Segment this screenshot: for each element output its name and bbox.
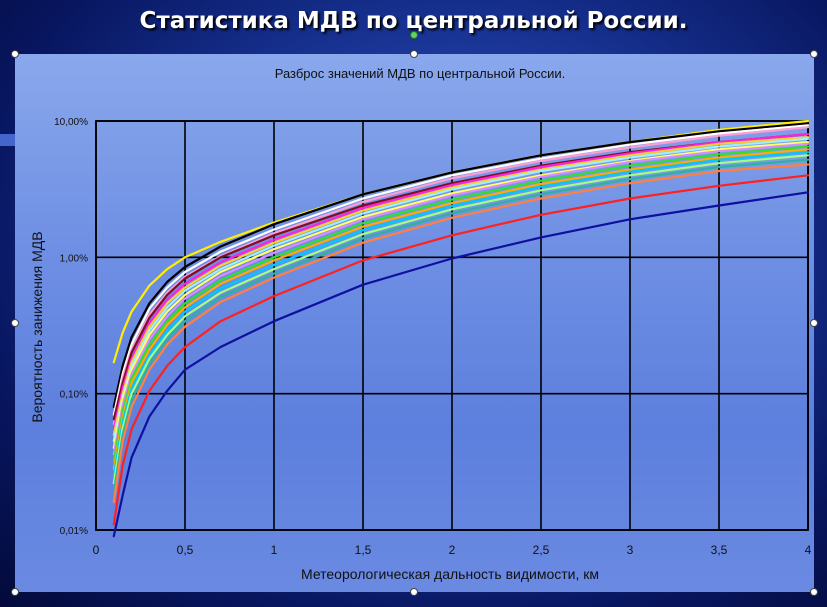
x-axis-label: Метеорологическая дальность видимости, к…: [301, 566, 599, 582]
series-layer: [112, 119, 810, 538]
chart-svg: Разброс значений МДВ по центральной Росс…: [29, 66, 812, 582]
chart-frame[interactable]: Разброс значений МДВ по центральной Росс…: [15, 54, 814, 592]
series-line-6: [112, 133, 810, 431]
series-line-13: [112, 151, 810, 477]
y-tick-label: 0,10%: [60, 390, 88, 401]
series-line-18: [112, 191, 810, 538]
chart-title: Разброс значений МДВ по центральной Росс…: [275, 66, 566, 81]
x-tick-label: 1: [271, 543, 278, 557]
series-line-14: [112, 154, 810, 485]
series-line-2: [112, 122, 810, 408]
selection-handle-top-right[interactable]: [810, 50, 818, 58]
x-tick-label: 0: [93, 543, 100, 557]
series-line-7: [112, 136, 810, 436]
x-tick-label: 3: [627, 543, 634, 557]
x-tick-label: 1,5: [355, 543, 372, 557]
x-tick-label: 0,5: [177, 543, 194, 557]
selection-handle-bottom-center[interactable]: [410, 588, 418, 596]
selection-handle-bottom-left[interactable]: [11, 588, 19, 596]
y-axis-label: Вероятность занижения МДВ: [29, 231, 45, 422]
x-tick-label: 2: [449, 543, 456, 557]
x-tick-label: 3,5: [711, 543, 728, 557]
series-line-8: [112, 137, 810, 442]
series-line-16: [112, 163, 810, 504]
series-line-9: [112, 140, 810, 449]
selection-handle-top-left[interactable]: [11, 50, 19, 58]
plot-frame: [95, 120, 809, 531]
y-tick-label: 10,00%: [54, 117, 88, 128]
y-tick-label: 1,00%: [60, 253, 88, 264]
selection-handle-middle-left[interactable]: [11, 319, 19, 327]
series-line-5: [112, 133, 810, 421]
series-line-3: [112, 124, 810, 416]
y-tick-label: 0,01%: [60, 526, 88, 537]
series-line-11: [112, 145, 810, 463]
series-line-4: [112, 126, 810, 425]
x-tick-label: 2,5: [533, 543, 550, 557]
series-line-12: [112, 148, 810, 471]
series-line-17: [112, 174, 810, 526]
grid-layer: [95, 120, 809, 531]
selection-handle-top-center[interactable]: [410, 50, 418, 58]
selection-handle-bottom-right[interactable]: [810, 588, 818, 596]
rotation-handle[interactable]: [410, 31, 418, 39]
tick-layer: 0 0,5 1 1,5 2 2,5 3 3,5 4 0,01% 0,10% 1,00% 10,00%: [54, 117, 812, 557]
series-line-15: [112, 158, 810, 494]
selection-handle-middle-right[interactable]: [810, 319, 818, 327]
slide-title: Статистика МДВ по центральной России.: [139, 8, 688, 34]
x-tick-label: 4: [805, 543, 812, 557]
series-line-10: [112, 142, 810, 456]
